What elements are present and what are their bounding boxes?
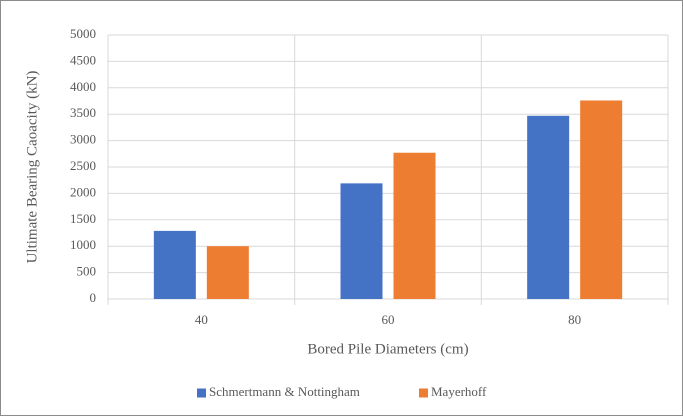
y-axis-label: Ultimate Bearing Caoacity (kN) <box>24 71 40 264</box>
y-tick-label: 3500 <box>70 105 96 120</box>
x-tick-label: 80 <box>568 312 581 327</box>
bar <box>206 246 249 299</box>
legend-swatch <box>419 388 428 398</box>
x-axis-label: Bored Pile Diameters (cm) <box>307 341 468 357</box>
legend-label: Mayerhoff <box>431 384 487 399</box>
bar <box>340 183 383 299</box>
bar <box>393 152 436 299</box>
x-tick-label: 40 <box>195 312 208 327</box>
bar <box>153 230 196 299</box>
bar <box>527 115 570 299</box>
x-tick-label: 60 <box>382 312 395 327</box>
bar <box>580 100 623 299</box>
y-tick-label: 1500 <box>70 211 96 226</box>
y-tick-label: 2000 <box>70 184 96 199</box>
y-tick-label: 0 <box>90 290 97 305</box>
y-tick-label: 2500 <box>70 158 96 173</box>
y-tick-label: 1000 <box>70 237 96 252</box>
y-tick-label: 5000 <box>70 26 96 41</box>
y-tick-label: 500 <box>77 264 97 279</box>
y-tick-label: 4500 <box>70 52 96 67</box>
y-tick-label: 4000 <box>70 79 96 94</box>
legend-swatch <box>197 388 206 398</box>
legend-label: Schmertmann & Nottingham <box>209 384 360 399</box>
y-tick-label: 3000 <box>70 132 96 147</box>
